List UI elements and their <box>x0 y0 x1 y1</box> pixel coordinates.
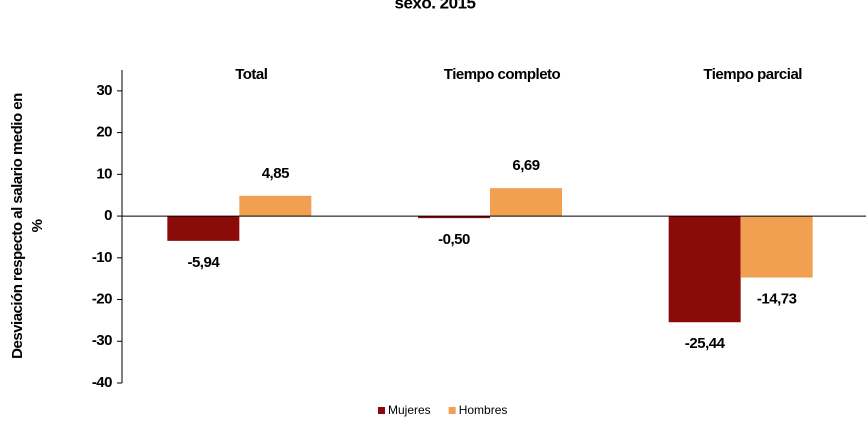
y-tick-label: 30 <box>96 82 112 99</box>
value-label: -5,94 <box>187 254 220 271</box>
value-label: 4,85 <box>262 165 289 182</box>
category-label: Tiempo parcial <box>703 66 802 83</box>
y-tick-label: -10 <box>92 249 112 266</box>
value-label: 6,69 <box>512 157 539 174</box>
legend-label: Mujeres <box>388 403 431 417</box>
bar <box>418 216 490 219</box>
bar <box>740 216 813 278</box>
category-label: Tiempo completo <box>444 66 561 83</box>
legend-swatch <box>378 407 385 414</box>
value-label: -25,44 <box>685 335 726 352</box>
y-tick-label: 0 <box>104 207 112 224</box>
y-tick-label: -40 <box>92 374 112 391</box>
chart-title: sexo. 2015 <box>394 0 475 12</box>
legend-label: Hombres <box>459 403 508 417</box>
y-tick-label: 10 <box>96 165 112 182</box>
bar <box>167 216 240 241</box>
bar <box>668 216 741 323</box>
bar <box>490 188 562 217</box>
y-axis-label: Desviación respecto al salario medio en <box>9 93 26 359</box>
y-axis-label: % <box>29 219 46 232</box>
value-label: -14,73 <box>757 291 797 308</box>
y-tick-label: -30 <box>92 332 112 349</box>
legend-swatch <box>448 407 456 414</box>
category-label: Total <box>235 66 268 83</box>
value-label: -0,50 <box>438 231 470 248</box>
y-tick-label: 20 <box>96 124 112 141</box>
bar <box>239 195 312 217</box>
y-tick-label: -20 <box>92 291 112 308</box>
